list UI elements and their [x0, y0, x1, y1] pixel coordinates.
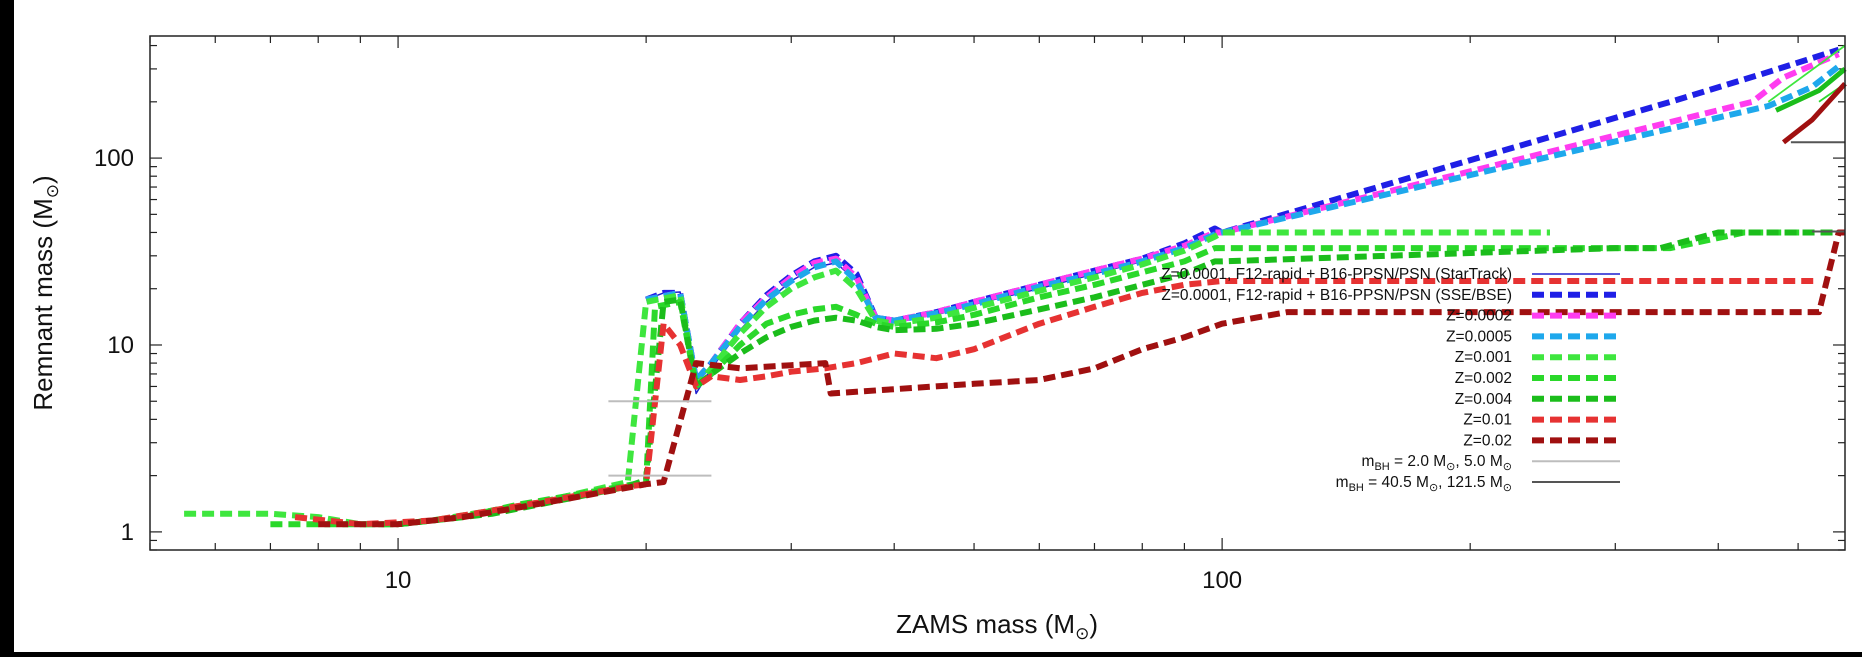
series-line-4: [184, 229, 1550, 528]
legend-label: Z=0.001: [1455, 349, 1512, 366]
legend-label: Z=0.02: [1463, 432, 1512, 449]
legend-label: Z=0.0001, F12-rapid + B16-PPSN/PSN (Star…: [1161, 266, 1512, 283]
tick-labels: 10 100 1 10 100: [94, 145, 1242, 594]
y-axis-label: Remnant mass (M⊙): [28, 175, 62, 410]
plot-frame: [149, 35, 1846, 551]
legend-label: Z=0.004: [1455, 391, 1513, 408]
extra-curve-2: [1774, 66, 1847, 113]
x-tick-label: 10: [385, 567, 412, 594]
y-tick-label: 100: [94, 145, 134, 172]
legend-label: mBH = 2.0 M⊙, 5.0 M⊙: [1362, 453, 1512, 473]
legend-label: Z=0.0002: [1446, 308, 1512, 325]
legend: Z=0.0001, F12-rapid + B16-PPSN/PSN (Star…: [1161, 266, 1620, 494]
series-line-3: [645, 63, 1841, 383]
legend-label: Z=0.0005: [1446, 328, 1512, 345]
x-axis-label: ZAMS mass (M⊙): [896, 609, 1098, 643]
legend-label: Z=0.01: [1463, 412, 1512, 429]
series-layer: [184, 44, 1847, 528]
extra-curve-3: [1781, 82, 1847, 145]
series-line-8: [318, 229, 1845, 528]
tick-marks: [149, 36, 1845, 551]
extra-curve-1: [1767, 44, 1846, 103]
y-tick-label: 10: [107, 332, 134, 359]
legend-label: Z=0.0001, F12-rapid + B16-PPSN/PSN (SSE/…: [1161, 287, 1512, 304]
legend-label: Z=0.002: [1455, 370, 1512, 387]
y-tick-label: 1: [121, 519, 134, 546]
legend-label: mBH = 40.5 M⊙, 121.5 M⊙: [1336, 474, 1512, 494]
x-tick-label: 100: [1202, 567, 1242, 594]
